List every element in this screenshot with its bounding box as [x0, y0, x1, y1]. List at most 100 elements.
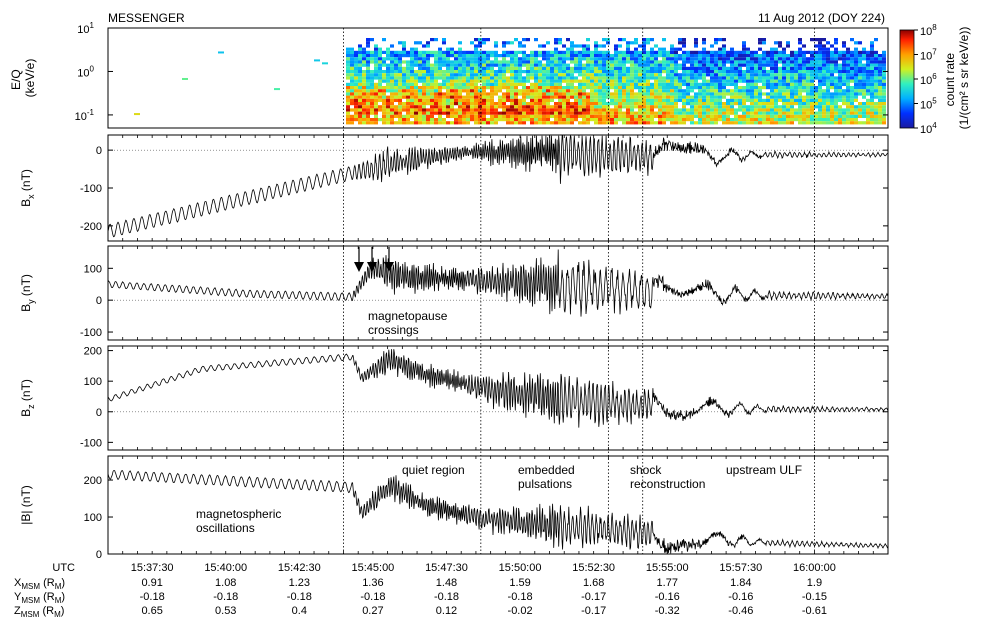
- spectrogram-cell: [446, 89, 450, 93]
- spectrogram-cell: [682, 95, 686, 99]
- spectrogram-cell: [450, 82, 454, 86]
- spectrogram-cell: [578, 102, 582, 106]
- spectrogram-cell: [770, 121, 774, 125]
- spectrogram-cell: [442, 82, 446, 86]
- spectrogram-cell: [830, 118, 834, 122]
- spectrogram-cell: [486, 70, 490, 74]
- spectrogram-cell: [682, 114, 686, 118]
- spectrogram-cell: [550, 111, 554, 115]
- spectrogram-cell: [586, 76, 590, 80]
- spectrogram-cell: [874, 89, 878, 93]
- spectrogram-cell: [586, 50, 590, 54]
- spectrogram-cell: [566, 89, 570, 93]
- spectrogram-cell: [762, 73, 766, 77]
- spectrogram-cell: [506, 121, 510, 125]
- spectrogram-cell: [730, 66, 734, 70]
- spectrogram-cell: [670, 50, 674, 54]
- spectrogram-cell: [586, 57, 590, 61]
- spectrogram-cell: [718, 50, 722, 54]
- spectrogram-cell: [858, 111, 862, 115]
- row-label-x-close: ): [61, 577, 65, 589]
- spectrogram-cell: [510, 86, 514, 90]
- spectrogram-cell: [834, 38, 838, 42]
- spectrogram-cell: [362, 118, 366, 122]
- spectrogram-cell: [634, 47, 638, 51]
- spectrogram-cell: [434, 50, 438, 54]
- spectrogram-cell: [734, 60, 738, 64]
- spectrogram-cell: [390, 92, 394, 96]
- spectrogram-cell: [410, 114, 414, 118]
- spectrogram-cell: [670, 105, 674, 109]
- spectrogram-cell: [722, 47, 726, 51]
- spectrogram-cell: [798, 102, 802, 106]
- spectrogram-cell: [834, 57, 838, 61]
- spectrogram-cell: [658, 89, 662, 93]
- spectrogram-cell: [394, 66, 398, 70]
- spectrogram-cell: [654, 121, 658, 125]
- spectrogram-cell: [378, 63, 382, 67]
- spectrogram-cell: [654, 76, 658, 80]
- spectrogram-cell: [670, 98, 674, 102]
- spectrogram-cell: [878, 86, 882, 90]
- spectrogram-cell: [506, 82, 510, 86]
- spectrogram-cell: [854, 70, 858, 74]
- spectrogram-cell: [758, 73, 762, 77]
- spectrogram-cell: [462, 108, 466, 112]
- spectrogram-cell: [594, 121, 598, 125]
- spectrogram-cell: [694, 73, 698, 77]
- spectrogram-cell: [506, 66, 510, 70]
- spectrogram-cell: [374, 118, 378, 122]
- spectrogram-cell: [458, 79, 462, 83]
- spectrogram-cell: [602, 79, 606, 83]
- spectrogram-cell: [418, 60, 422, 64]
- spectrogram-cell: [766, 54, 770, 58]
- spectrogram-cell: [726, 114, 730, 118]
- spectrogram-cell: [878, 98, 882, 102]
- ephemeris-y: -0.18: [287, 591, 312, 603]
- spectrogram-cell: [350, 57, 354, 61]
- spectrogram-cell: [542, 92, 546, 96]
- spectrogram-cell: [414, 47, 418, 51]
- spectrogram-cell: [554, 38, 558, 42]
- spectrogram-cell: [646, 102, 650, 106]
- spectrogram-cell: [750, 95, 754, 99]
- spectrogram-cell: [782, 114, 786, 118]
- spectrogram-cell: [662, 98, 666, 102]
- spectrogram-cell: [514, 73, 518, 77]
- spectrogram-cell: [494, 73, 498, 77]
- spectrogram-cell: [582, 98, 586, 102]
- spectrogram-cell: [554, 95, 558, 99]
- spectrogram-cell: [594, 47, 598, 51]
- spectrogram-cell: [826, 89, 830, 93]
- spectrogram-cell: [474, 50, 478, 54]
- spectrogram-cell: [526, 95, 530, 99]
- annotation-magnetopause-line1: magnetopause: [368, 309, 448, 323]
- panel-bz-ytick-label: 100: [84, 376, 102, 388]
- spectrogram-cell: [866, 111, 870, 115]
- spectrogram-cell: [710, 114, 714, 118]
- spectrogram-cell: [742, 44, 746, 48]
- spectrogram-cell: [806, 50, 810, 54]
- spectrogram-cell: [522, 60, 526, 64]
- spectrogram-cell: [618, 82, 622, 86]
- spectrogram-cell: [634, 70, 638, 74]
- spectrogram-cell: [450, 76, 454, 80]
- spectrogram-cell: [742, 57, 746, 61]
- spectrogram-cell: [530, 89, 534, 93]
- spectrogram-cell: [874, 102, 878, 106]
- spectrogram-cell: [538, 63, 542, 67]
- spectrogram-cell: [390, 63, 394, 67]
- panel-by-trace: [107, 249, 889, 317]
- spectrogram-cell: [734, 114, 738, 118]
- spectrogram-cell: [434, 111, 438, 115]
- spectrogram-cell: [838, 50, 842, 54]
- spectrogram-cell: [642, 66, 646, 70]
- spectrogram-cell: [414, 73, 418, 77]
- spectrogram-cell: [778, 86, 782, 90]
- spectrogram-cell: [546, 54, 550, 58]
- spectrogram-cell: [378, 70, 382, 74]
- spectrogram-cell: [606, 92, 610, 96]
- ephemeris-x: 1.68: [583, 577, 604, 589]
- spectrogram-cell: [402, 121, 406, 125]
- spectrogram-cell: [554, 66, 558, 70]
